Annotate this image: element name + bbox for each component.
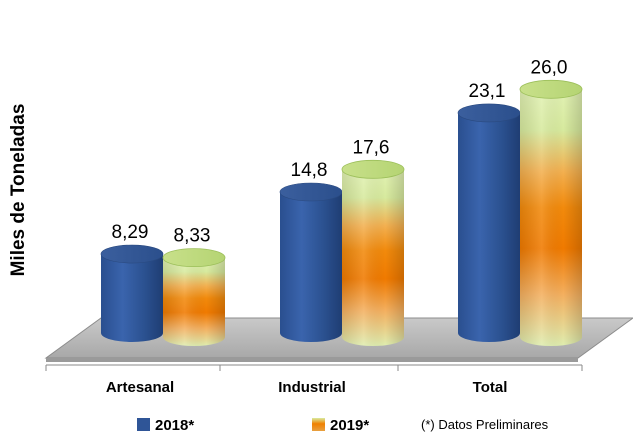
bars-layer [100,79,583,347]
bar-artesanal-2019-top [162,248,226,268]
value-labels: 8,29 8,33 14,8 17,6 23,1 26,0 [112,57,568,246]
bar-total-2019-shade [520,89,582,347]
legend-swatch-2018 [137,418,150,431]
value-label-total-2018: 23,1 [469,81,506,102]
category-label-total: Total [473,379,508,396]
bar-total-2018 [457,103,521,343]
legend-label-2019: 2019* [330,417,369,433]
bar-industrial-2019-top [341,159,405,179]
bar-industrial-2018-top [279,182,343,202]
bar-industrial-2019 [341,159,405,346]
bar-artesanal-2018-top [100,244,164,264]
x-axis: Artesanal Industrial Total [45,364,583,396]
bar-industrial-2019-shade [342,169,404,346]
value-label-artesanal-2018: 8,29 [112,222,149,243]
bar-artesanal-2018-body [101,254,163,342]
preliminary-data-note: (*) Datos Preliminares [421,417,549,432]
bar-total-2018-top [457,103,521,123]
value-label-total-2019: 26,0 [531,57,568,78]
bar-industrial-2018 [279,182,343,342]
bar-industrial-2018-body [280,192,342,342]
legend-label-2018: 2018* [155,417,194,433]
bar-artesanal-2019 [162,248,226,346]
value-label-industrial-2019: 17,6 [353,137,390,158]
bar-total-2019-top [519,79,583,99]
legend-swatch-2019 [312,418,325,431]
legend: 2018* 2019* (*) Datos Preliminares [137,417,549,433]
bar-total-2018-body [458,112,520,343]
y-axis-label: Miles de Toneladas [8,104,29,277]
bar-artesanal-2018 [100,244,164,342]
value-label-industrial-2018: 14,8 [291,160,328,181]
bar-artesanal-2019-shade [163,257,225,346]
bar-total-2019 [519,79,583,347]
category-label-industrial: Industrial [278,379,346,396]
category-label-artesanal: Artesanal [106,379,174,396]
value-label-artesanal-2019: 8,33 [174,226,211,247]
floor-edge [46,358,578,362]
